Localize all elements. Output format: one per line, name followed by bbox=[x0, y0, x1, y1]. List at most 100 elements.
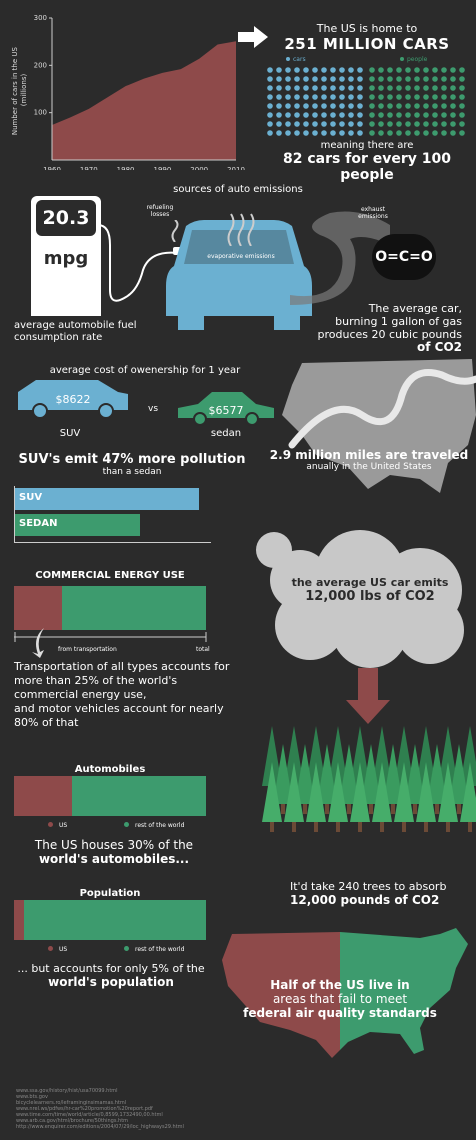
grid-dot bbox=[369, 85, 375, 91]
grid-dot bbox=[330, 94, 336, 100]
grid-dot bbox=[285, 76, 291, 82]
grid-dot bbox=[423, 76, 429, 82]
grid-dot bbox=[423, 130, 429, 136]
grid-dot bbox=[414, 112, 420, 118]
grid-dot bbox=[339, 67, 345, 73]
grid-dot bbox=[432, 67, 438, 73]
dot-icon bbox=[124, 946, 129, 951]
grid-dot bbox=[378, 76, 384, 82]
grid-dot bbox=[405, 94, 411, 100]
source-item[interactable]: http://www.enquirer.com/editions/2004/07… bbox=[16, 1124, 184, 1130]
grid-dot bbox=[396, 85, 402, 91]
pop-legend-rest: rest of the world bbox=[124, 946, 184, 953]
grid-dot bbox=[378, 94, 384, 100]
grid-dot bbox=[348, 94, 354, 100]
grid-dot bbox=[405, 103, 411, 109]
grid-dot bbox=[276, 130, 282, 136]
trees-line2: 12,000 pounds of CO2 bbox=[290, 893, 440, 907]
grid-dot bbox=[459, 112, 465, 118]
tree-trunk bbox=[325, 804, 329, 814]
source-item[interactable]: www.arb.ca.gov/html/brochure/50things.ht… bbox=[16, 1118, 129, 1124]
down-arrow-icon bbox=[346, 668, 390, 724]
grid-dot bbox=[441, 67, 447, 73]
grid-dot bbox=[357, 67, 363, 73]
people-dot-grid bbox=[369, 67, 465, 136]
grid-dot bbox=[369, 103, 375, 109]
dot-icon bbox=[400, 57, 404, 61]
grid-dot bbox=[378, 85, 384, 91]
grid-dot bbox=[441, 121, 447, 127]
tree-icon bbox=[262, 726, 282, 786]
grid-dot bbox=[459, 130, 465, 136]
tree-icon bbox=[317, 744, 337, 804]
automobiles-bar bbox=[14, 776, 206, 816]
cars-line1: The US is home to bbox=[316, 22, 418, 35]
dot-icon bbox=[48, 822, 53, 827]
tree-icon bbox=[361, 744, 381, 804]
legend-people-label: people bbox=[407, 56, 428, 63]
legend-cars: cars bbox=[286, 56, 306, 63]
grid-dot bbox=[450, 103, 456, 109]
grid-dot bbox=[339, 112, 345, 118]
cars-dot-grid bbox=[267, 67, 363, 136]
grid-dot bbox=[450, 121, 456, 127]
grid-dot bbox=[321, 103, 327, 109]
grid-dot bbox=[369, 76, 375, 82]
grid-dot bbox=[276, 103, 282, 109]
grid-dot bbox=[369, 67, 375, 73]
grid-dot bbox=[285, 94, 291, 100]
grid-dot bbox=[330, 130, 336, 136]
grid-dot bbox=[459, 67, 465, 73]
x-tick-label: 1980 bbox=[117, 166, 135, 170]
grid-dot bbox=[405, 76, 411, 82]
grid-dot bbox=[441, 85, 447, 91]
legend-cars-label: cars bbox=[293, 56, 306, 63]
source-item[interactable]: www.time.com/time/world/article/0,8599,1… bbox=[16, 1112, 163, 1118]
tree-icon bbox=[394, 726, 414, 786]
grid-dot bbox=[330, 76, 336, 82]
grid-dot bbox=[312, 67, 318, 73]
grid-dot bbox=[432, 112, 438, 118]
tree-trunk bbox=[391, 804, 395, 814]
tree-icon bbox=[427, 744, 447, 804]
grid-dot bbox=[369, 130, 375, 136]
grid-dot bbox=[285, 85, 291, 91]
tree-trunk bbox=[402, 822, 406, 832]
source-item[interactable]: www.bts.gov bbox=[16, 1094, 48, 1100]
grid-dot bbox=[450, 130, 456, 136]
air-line2: areas that fail to meet bbox=[272, 992, 408, 1006]
tree-icon bbox=[383, 744, 403, 804]
y-tick-label: 300 bbox=[34, 14, 47, 22]
tree-icon bbox=[405, 744, 425, 804]
grid-dot bbox=[312, 130, 318, 136]
source-item[interactable]: bicyclelearners.ro/leframinginsimamas.ht… bbox=[16, 1100, 127, 1106]
grid-dot bbox=[414, 121, 420, 127]
grid-dot bbox=[450, 85, 456, 91]
tree-icon bbox=[350, 762, 370, 822]
tree-icon bbox=[273, 744, 293, 804]
tree-icon bbox=[339, 744, 359, 804]
grid-dot bbox=[387, 85, 393, 91]
energy-title: COMMERCIAL ENERGY USE bbox=[35, 570, 185, 581]
grid-dot bbox=[321, 76, 327, 82]
grid-dot bbox=[387, 103, 393, 109]
grid-dot bbox=[387, 94, 393, 100]
grid-dot bbox=[267, 85, 273, 91]
source-item[interactable]: www.nrel.ws/pdfws/hr-car%20promotion%20r… bbox=[16, 1106, 153, 1112]
grid-dot bbox=[357, 130, 363, 136]
tree-icon bbox=[262, 762, 282, 822]
auto-caption2: world's automobiles... bbox=[38, 852, 190, 866]
grid-dot bbox=[267, 121, 273, 127]
grid-dot bbox=[414, 85, 420, 91]
grid-dot bbox=[459, 94, 465, 100]
grid-dot bbox=[378, 67, 384, 73]
grid-dot bbox=[339, 130, 345, 136]
suv-pollution: SUV's emit 47% more pollution bbox=[18, 452, 246, 467]
grid-dot bbox=[267, 67, 273, 73]
tree-trunk bbox=[292, 822, 296, 832]
grid-dot bbox=[405, 85, 411, 91]
y-axis-label-line2: (millions) bbox=[20, 74, 28, 107]
grid-dot bbox=[294, 85, 300, 91]
suv-label: SUV bbox=[59, 428, 81, 439]
source-item[interactable]: www.ssa.gov/history/hist/usa70099.html bbox=[16, 1088, 118, 1094]
